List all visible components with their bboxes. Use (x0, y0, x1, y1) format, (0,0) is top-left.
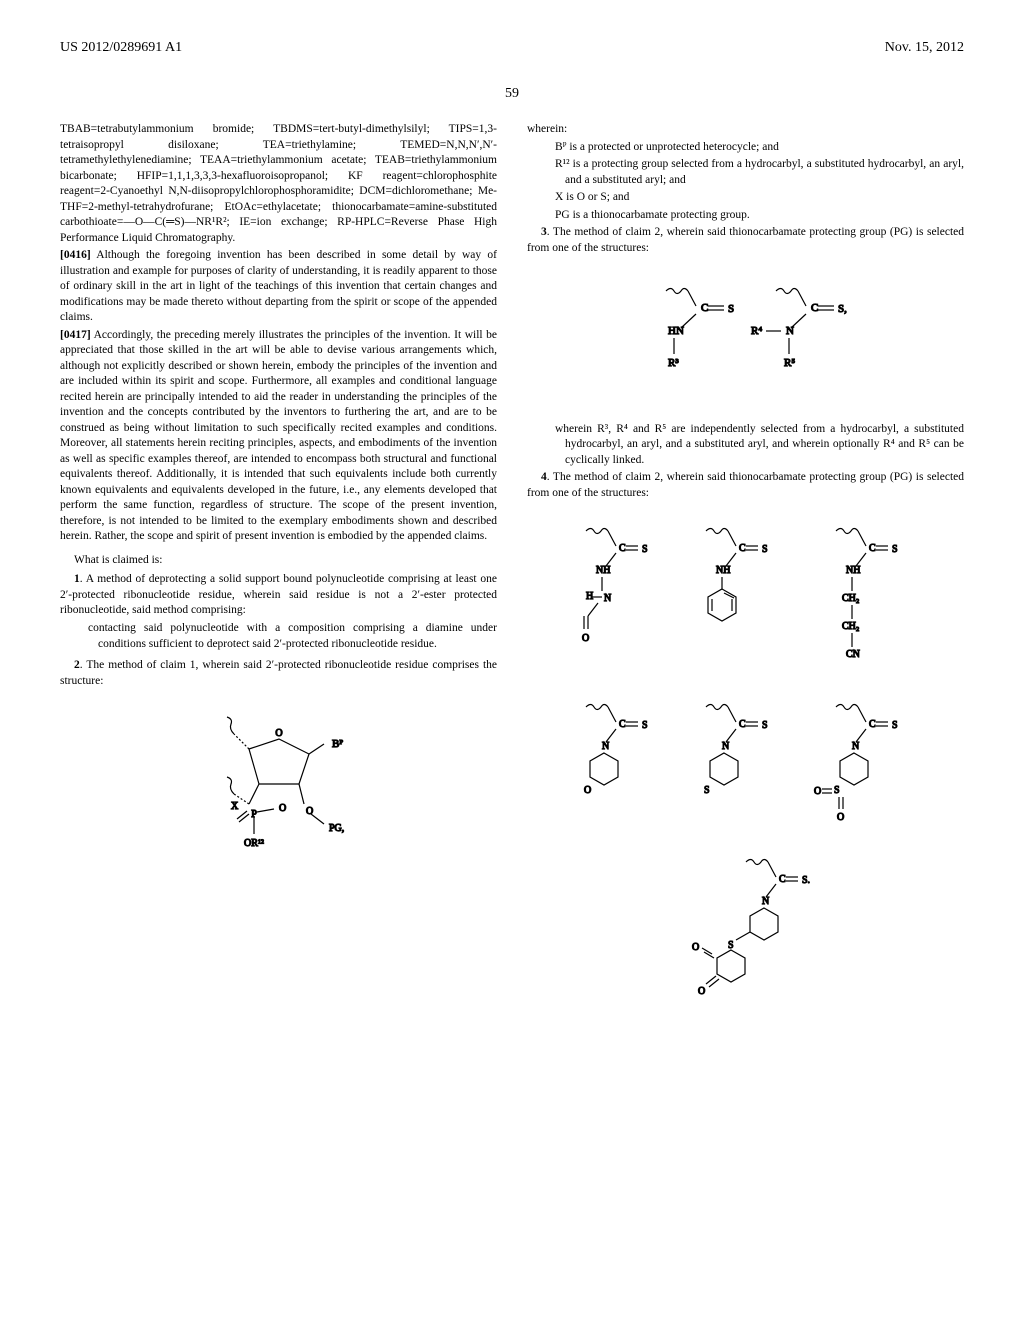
claim-text: 4. The method of claim 2, wherein said t… (527, 470, 964, 501)
svg-text:O: O (275, 728, 282, 739)
claim-3-sub: wherein R³, R⁴ and R⁵ are independently … (555, 422, 964, 469)
claim-body: . The method of claim 2, wherein said th… (527, 226, 964, 254)
svg-text:O: O (814, 786, 821, 797)
svg-text:C: C (739, 543, 746, 554)
svg-text:C: C (619, 719, 626, 730)
claim-body: . A method of deprotecting a solid suppo… (60, 573, 497, 616)
svg-text:N: N (602, 741, 609, 752)
svg-text:OR¹²: OR¹² (244, 838, 264, 849)
svg-text:S: S (642, 720, 648, 731)
svg-text:S: S (762, 720, 768, 731)
svg-text:HN: HN (668, 325, 684, 337)
svg-text:S.: S. (802, 875, 810, 886)
svg-text:N: N (762, 896, 769, 907)
para-number: [0416] (60, 249, 91, 261)
svg-text:S: S (762, 544, 768, 555)
svg-text:CN: CN (846, 649, 860, 660)
svg-text:O: O (582, 633, 589, 644)
abbreviations-paragraph: TBAB=tetrabutylammonium bromide; TBDMS=t… (60, 122, 497, 246)
svg-text:R⁴: R⁴ (751, 325, 762, 337)
svg-text:C: C (811, 302, 818, 314)
claim-2: 2. The method of claim 1, wherein said 2… (60, 658, 497, 689)
svg-text:S: S (728, 303, 734, 315)
svg-text:C: C (739, 719, 746, 730)
svg-text:S: S (834, 785, 840, 796)
para-number: [0417] (60, 329, 91, 341)
claims-header: What is claimed is: (60, 553, 497, 569)
svg-text:R⁵: R⁵ (784, 357, 795, 369)
claim-3: 3. The method of claim 2, wherein said t… (527, 225, 964, 256)
claim-body: . The method of claim 1, wherein said 2′… (60, 659, 497, 687)
wherein-bp: Bᴾ is a protected or unprotected heteroc… (555, 140, 964, 156)
claim-text: 3. The method of claim 2, wherein said t… (527, 225, 964, 256)
svg-text:O: O (837, 812, 844, 823)
chemical-structure-ribonucleotide: O Bᴾ P X OR¹² O (60, 709, 497, 875)
svg-text:S: S (642, 544, 648, 555)
svg-text:Bᴾ: Bᴾ (332, 738, 343, 750)
para-text: Accordingly, the preceding merely illust… (60, 329, 497, 543)
svg-text:N: N (722, 741, 729, 752)
wherein-r12: R¹² is a protecting group selected from … (555, 157, 964, 188)
svg-text:CH₂: CH₂ (842, 621, 859, 632)
pub-date: Nov. 15, 2012 (885, 40, 964, 56)
claim-body: . The method of claim 2, wherein said th… (527, 471, 964, 499)
svg-text:C: C (619, 543, 626, 554)
chemical-structures-row3: C S. N S O O (527, 852, 964, 1008)
svg-text:N: N (786, 325, 794, 337)
chemical-structures-row2: C S N O C S N S C (527, 697, 964, 833)
wherein-x: X is O or S; and (555, 190, 964, 206)
chemical-structures-row1: C S NH H N O C S NH (527, 521, 964, 677)
svg-text:C: C (869, 543, 876, 554)
wherein-label: wherein: (527, 122, 964, 138)
svg-text:C: C (779, 874, 786, 885)
svg-text:PG,: PG, (329, 823, 344, 834)
claim-text: 1. A method of deprotecting a solid supp… (60, 572, 497, 619)
svg-text:R³: R³ (668, 357, 679, 369)
svg-text:O: O (698, 986, 705, 997)
svg-text:NH: NH (846, 565, 860, 576)
svg-text:C: C (869, 719, 876, 730)
claim-sub: contacting said polynucleotide with a co… (88, 621, 497, 652)
paragraph-0416: [0416] Although the foregoing invention … (60, 248, 497, 326)
svg-text:S: S (728, 940, 734, 951)
svg-text:C: C (701, 302, 708, 314)
claim-1: 1. A method of deprotecting a solid supp… (60, 572, 497, 652)
svg-text:CH₂: CH₂ (842, 593, 859, 604)
svg-text:S: S (892, 720, 898, 731)
main-content: TBAB=tetrabutylammonium bromide; TBDMS=t… (60, 122, 964, 1028)
claim-4: 4. The method of claim 2, wherein said t… (527, 470, 964, 501)
page-number: 59 (60, 86, 964, 102)
svg-text:S,: S, (838, 303, 847, 315)
svg-text:NH: NH (716, 565, 730, 576)
svg-text:S: S (892, 544, 898, 555)
svg-text:NH: NH (596, 565, 610, 576)
svg-text:N: N (852, 741, 859, 752)
svg-text:O: O (692, 942, 699, 953)
svg-text:O: O (584, 785, 591, 796)
svg-text:O: O (279, 803, 286, 814)
svg-text:N: N (604, 593, 611, 604)
claim-text: 2. The method of claim 1, wherein said 2… (60, 658, 497, 689)
chemical-structure-thionocarbamate-pair: C S HN R³ C S, N R⁴ R⁵ (527, 276, 964, 402)
para-text: Although the foregoing invention has bee… (60, 249, 497, 323)
svg-text:X: X (231, 801, 239, 812)
paragraph-0417: [0417] Accordingly, the preceding merely… (60, 328, 497, 545)
wherein-pg: PG is a thionocarbamate protecting group… (555, 208, 964, 224)
svg-text:S: S (704, 785, 710, 796)
pub-number: US 2012/0289691 A1 (60, 40, 182, 56)
